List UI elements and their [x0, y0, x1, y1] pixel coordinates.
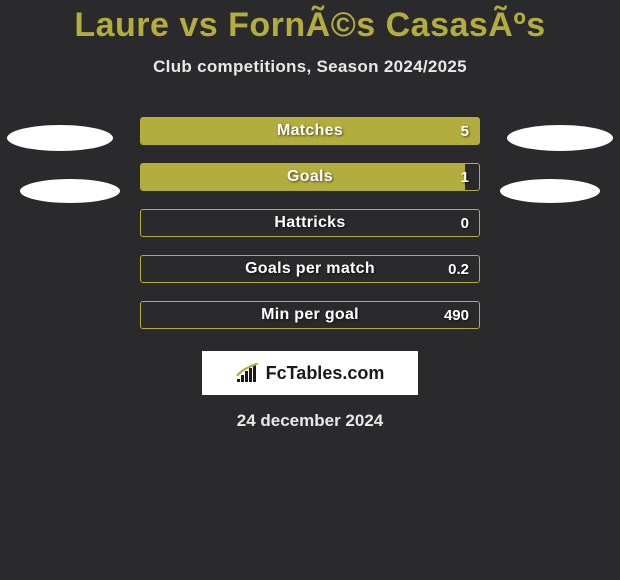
- stat-label: Matches: [141, 118, 479, 144]
- subtitle: Club competitions, Season 2024/2025: [153, 57, 467, 77]
- stat-row-goals-per-match: Goals per match 0.2: [140, 255, 480, 283]
- stat-row-goals: Goals 1: [140, 163, 480, 191]
- stat-value: 490: [444, 302, 469, 328]
- bar-chart-icon: [236, 363, 260, 383]
- stat-value: 0: [461, 210, 469, 236]
- stat-row-matches: Matches 5: [140, 117, 480, 145]
- stat-label: Goals per match: [141, 256, 479, 282]
- placeholder-ellipse-left-2: [20, 179, 120, 203]
- stat-label: Min per goal: [141, 302, 479, 328]
- brand-badge: FcTables.com: [202, 351, 418, 395]
- stat-label: Goals: [141, 164, 479, 190]
- stat-value: 1: [461, 164, 469, 190]
- placeholder-ellipse-left-1: [7, 125, 113, 151]
- stat-row-min-per-goal: Min per goal 490: [140, 301, 480, 329]
- stat-row-hattricks: Hattricks 0: [140, 209, 480, 237]
- stat-value: 5: [461, 118, 469, 144]
- stat-bars: Matches 5 Goals 1 Hattricks 0 Goals per …: [140, 117, 480, 329]
- placeholder-ellipse-right-1: [507, 125, 613, 151]
- page-title: Laure vs FornÃ©s CasasÃºs: [74, 6, 545, 45]
- placeholder-ellipse-right-2: [500, 179, 600, 203]
- comparison-infographic: Laure vs FornÃ©s CasasÃºs Club competiti…: [0, 0, 620, 431]
- date-text: 24 december 2024: [0, 411, 620, 431]
- stat-label: Hattricks: [141, 210, 479, 236]
- stat-value: 0.2: [448, 256, 469, 282]
- brand-text: FcTables.com: [266, 363, 385, 384]
- stats-area: Matches 5 Goals 1 Hattricks 0 Goals per …: [0, 117, 620, 431]
